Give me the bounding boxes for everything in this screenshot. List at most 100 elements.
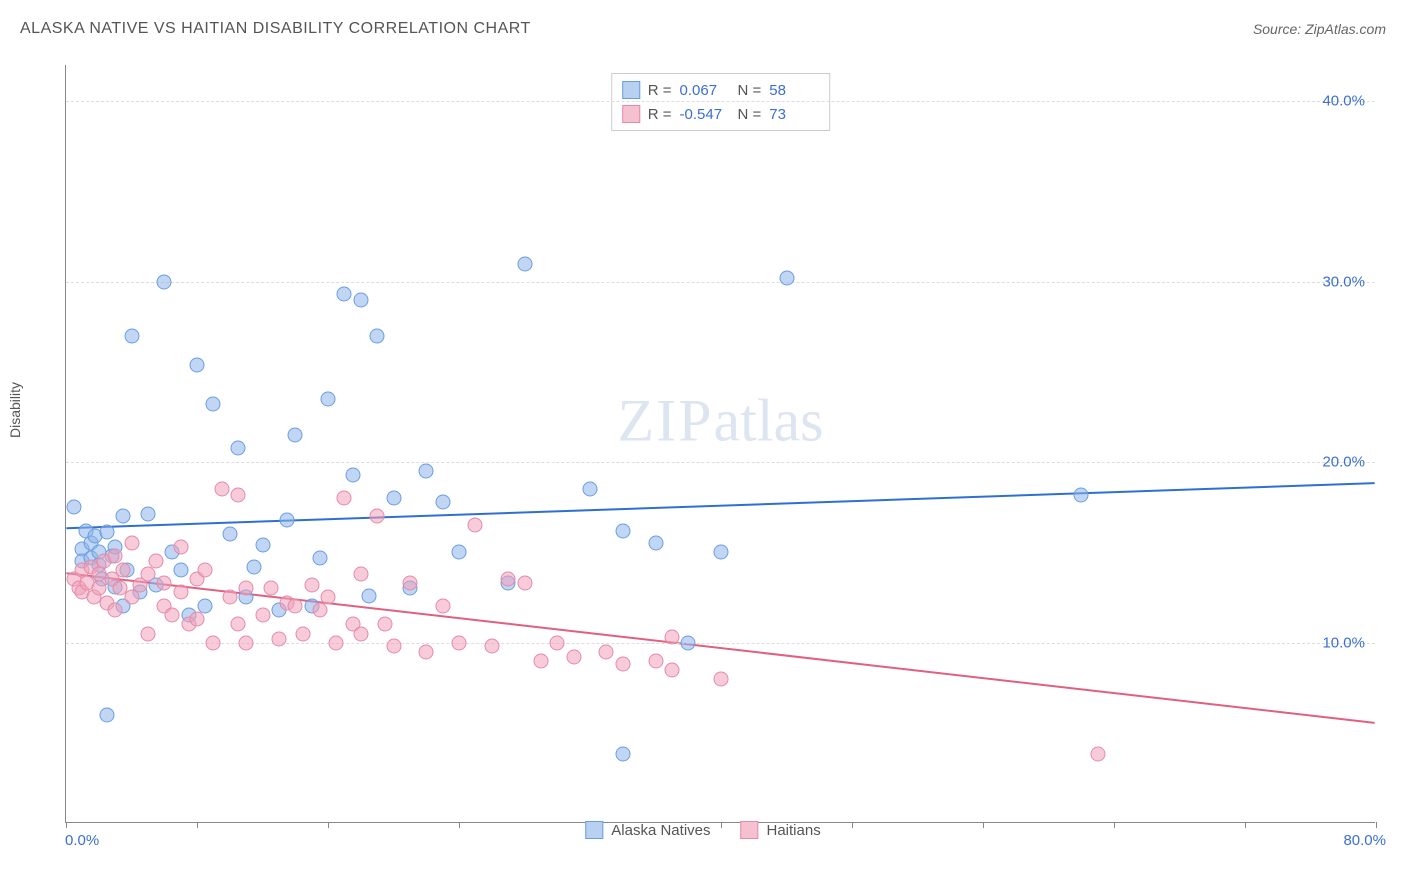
x-tick [1376,822,1377,828]
gridline [66,462,1375,463]
y-tick-label: 10.0% [1322,634,1365,651]
trend-line [66,573,1374,723]
scatter-point [173,563,188,578]
scatter-point [714,671,729,686]
y-tick-label: 30.0% [1322,273,1365,290]
scatter-point [517,256,532,271]
legend-item: Alaska Natives [585,821,710,839]
scatter-point [353,292,368,307]
watermark-zip: ZIP [618,387,714,453]
scatter-point [173,584,188,599]
scatter-point [583,482,598,497]
stat-r-label: R = [648,82,672,99]
scatter-point [67,500,82,515]
legend-swatch [622,81,640,99]
stat-n-value: 73 [769,106,819,123]
scatter-point [157,274,172,289]
scatter-point [615,747,630,762]
legend-label: Haitians [767,822,821,839]
scatter-point [484,639,499,654]
scatter-point [116,509,131,524]
scatter-point [435,494,450,509]
scatter-point [239,581,254,596]
scatter-point [664,662,679,677]
scatter-point [329,635,344,650]
gridline [66,282,1375,283]
watermark: ZIPatlas [618,386,824,455]
stat-r-label: R = [648,106,672,123]
y-axis-label: Disability [7,382,23,438]
scatter-point [312,603,327,618]
scatter-point [402,575,417,590]
scatter-point [222,527,237,542]
x-max-label: 80.0% [1343,832,1386,849]
scatter-point [386,491,401,506]
scatter-point [1074,487,1089,502]
scatter-point [280,512,295,527]
scatter-point [599,644,614,659]
x-tick [1245,822,1246,828]
scatter-point [222,590,237,605]
scatter-point [664,630,679,645]
x-tick [328,822,329,828]
chart-container: Disability ZIPatlas R =0.067N =58R =-0.5… [20,55,1386,845]
scatter-point [108,548,123,563]
x-tick [1114,822,1115,828]
scatter-point [370,509,385,524]
scatter-point [468,518,483,533]
scatter-point [247,559,262,574]
trend-lines [66,65,1375,822]
scatter-point [353,566,368,581]
scatter-point [206,635,221,650]
stat-row: R = 0.067 N = 58 [622,78,820,102]
scatter-point [239,635,254,650]
scatter-point [230,487,245,502]
scatter-point [566,649,581,664]
x-tick [983,822,984,828]
legend-swatch [585,821,603,839]
scatter-point [681,635,696,650]
scatter-point [312,550,327,565]
scatter-point [255,538,270,553]
scatter-point [288,599,303,614]
scatter-point [108,603,123,618]
scatter-point [345,467,360,482]
stat-n-value: 58 [769,82,819,99]
scatter-point [198,563,213,578]
gridline [66,101,1375,102]
scatter-point [230,617,245,632]
scatter-point [779,270,794,285]
scatter-point [157,575,172,590]
stat-r-value: 0.067 [680,82,730,99]
scatter-point [353,626,368,641]
chart-title: ALASKA NATIVE VS HAITIAN DISABILITY CORR… [20,20,531,38]
x-tick [197,822,198,828]
scatter-point [419,464,434,479]
scatter-point [452,545,467,560]
scatter-point [304,577,319,592]
scatter-point [124,590,139,605]
scatter-point [296,626,311,641]
scatter-point [533,653,548,668]
stat-row: R =-0.547N =73 [622,102,820,126]
trend-line [66,483,1374,528]
legend-label: Alaska Natives [611,822,710,839]
scatter-point [517,575,532,590]
scatter-point [337,491,352,506]
scatter-point [321,391,336,406]
legend-swatch [741,821,759,839]
scatter-point [648,536,663,551]
x-tick [66,822,67,828]
scatter-point [190,612,205,627]
scatter-point [140,626,155,641]
scatter-point [615,523,630,538]
stat-n-label: N = [738,82,762,99]
scatter-point [648,653,663,668]
scatter-point [615,657,630,672]
scatter-point [255,608,270,623]
scatter-point [190,357,205,372]
scatter-point [124,328,139,343]
scatter-point [370,328,385,343]
gridline [66,643,1375,644]
scatter-point [206,397,221,412]
